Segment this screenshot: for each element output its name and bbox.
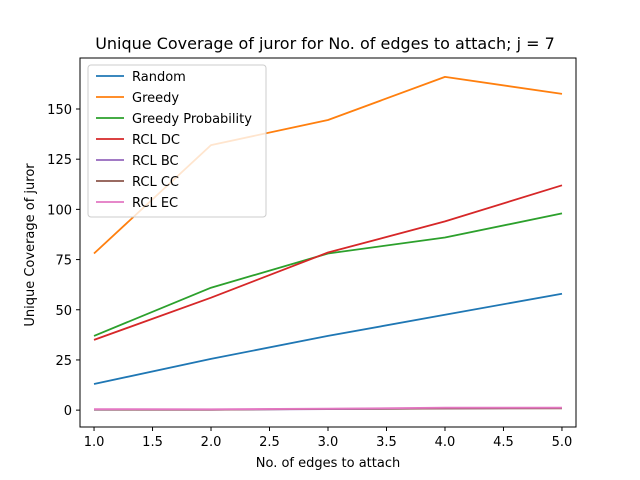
y-tick-label: 50 [55,304,72,319]
legend-label: RCL CC [132,175,179,190]
series-line-6 [93,406,562,411]
legend-label: Random [132,70,186,85]
x-tick-label: 3.5 [376,435,397,450]
y-tick-label: 0 [64,404,72,419]
legend-label: RCL BC [132,154,179,169]
plot-area: 1.0 1.5 2.0 2.5 3.0 3.5 4.0 4.5 5.0 0 25 50 75 100 125… [47,57,577,450]
x-tick-label: 1.5 [142,435,163,450]
x-tick-label: 2.0 [201,435,222,450]
y-tick-label: 150 [47,103,72,118]
legend-label: Greedy [132,91,179,106]
x-tick-label: 2.5 [259,435,280,450]
chart-title: Unique Coverage of juror for No. of edge… [95,34,555,53]
x-tick-label: 3.0 [318,435,339,450]
y-tick-label: 100 [47,203,72,218]
x-axis-label: No. of edges to attach [256,456,400,471]
legend-box [87,64,267,218]
legend-label: RCL EC [132,196,178,211]
series-line-2 [93,212,563,337]
series-line-3 [93,184,563,341]
legend: Random Greedy Greedy Probability RCL DC RCL … [87,64,267,218]
y-axis-label: Unique Coverage of juror [23,163,38,327]
x-tick-label: 1.0 [84,435,105,450]
legend-label: RCL DC [132,133,180,148]
x-tick-label: 5.0 [552,435,573,450]
x-tick-label: 4.0 [435,435,456,450]
y-tick-label: 25 [55,354,72,369]
x-tick-label: 4.5 [493,435,514,450]
y-tick-label: 125 [47,153,72,168]
y-tick-label: 75 [55,254,72,269]
legend-label: Greedy Probability [132,112,252,127]
series-line-0 [93,292,563,385]
